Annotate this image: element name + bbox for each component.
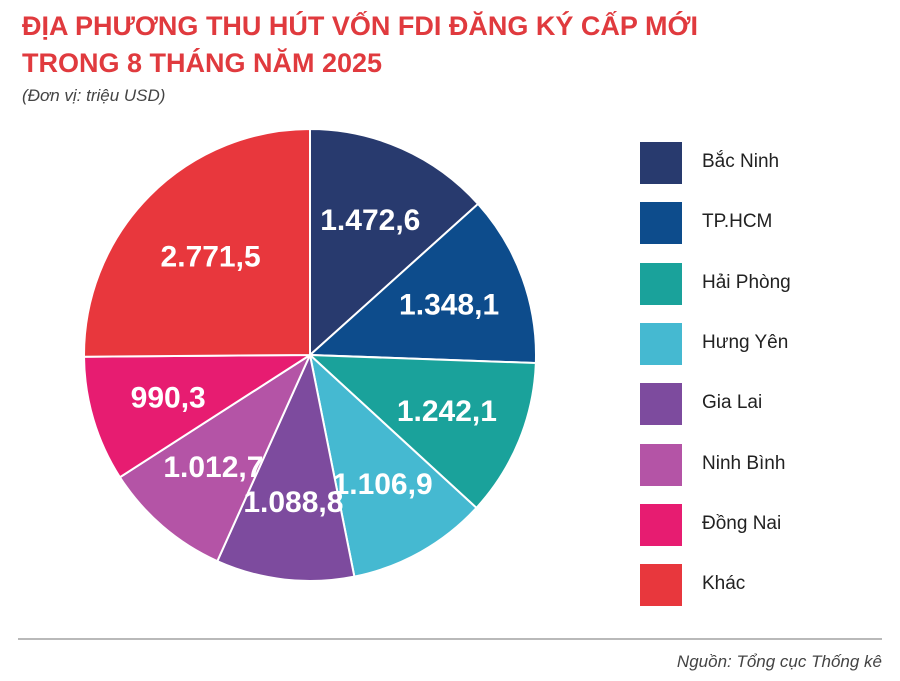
chart-title: ĐỊA PHƯƠNG THU HÚT VỐN FDI ĐĂNG KÝ CẤP M… <box>22 8 698 82</box>
legend-swatch <box>640 503 682 546</box>
pie-slice-7 <box>83 127 311 358</box>
legend-label: Đồng Nai <box>702 512 782 534</box>
title-line-1: ĐỊA PHƯƠNG THU HÚT VỐN FDI ĐĂNG KÝ CẤP M… <box>22 11 698 41</box>
slice-value-label-0: 1.472,6 <box>320 204 420 237</box>
pie-slice-5 <box>118 352 313 563</box>
slice-value-label-3: 1.106,9 <box>333 468 433 501</box>
slice-value-label-5: 1.012,7 <box>163 451 263 484</box>
slice-value-label-7: 2.771,5 <box>161 240 261 273</box>
slice-value-label-4: 1.088,8 <box>243 486 343 519</box>
legend-label: Bắc Ninh <box>702 151 780 172</box>
title-line-2: TRONG 8 THÁNG NĂM 2025 <box>22 48 383 78</box>
legend-swatch <box>640 322 682 365</box>
source-note: Nguồn: Tổng cục Thống kê <box>676 652 882 671</box>
pie-slice-2 <box>307 353 537 510</box>
legend-swatch <box>640 564 682 607</box>
legend-label: Hải Phòng <box>702 271 791 293</box>
legend-label: Hưng Yên <box>702 331 789 353</box>
legend-label: Khác <box>702 573 746 595</box>
legend-swatch <box>640 443 682 486</box>
slice-value-label-1: 1.348,1 <box>399 289 499 322</box>
pie-slice-4 <box>215 351 356 582</box>
legend-swatch <box>640 202 682 245</box>
slice-value-label-2: 1.242,1 <box>397 395 497 428</box>
footer-divider <box>18 638 882 640</box>
slice-value-label-6: 990,3 <box>131 381 206 414</box>
legend-label: Ninh Bình <box>702 452 786 474</box>
pie-slice-6 <box>83 353 314 479</box>
unit-label: (Đơn vị: triệu USD) <box>22 86 166 105</box>
pie-slice-0 <box>309 127 480 358</box>
pie-slice-1 <box>307 202 537 365</box>
legend-label: Gia Lai <box>702 392 763 414</box>
pie-slice-3 <box>308 352 478 578</box>
legend-swatch <box>640 262 682 305</box>
legend-label: TP.HCM <box>702 211 773 233</box>
legend-swatch <box>640 142 682 184</box>
legend-swatch <box>640 383 682 426</box>
